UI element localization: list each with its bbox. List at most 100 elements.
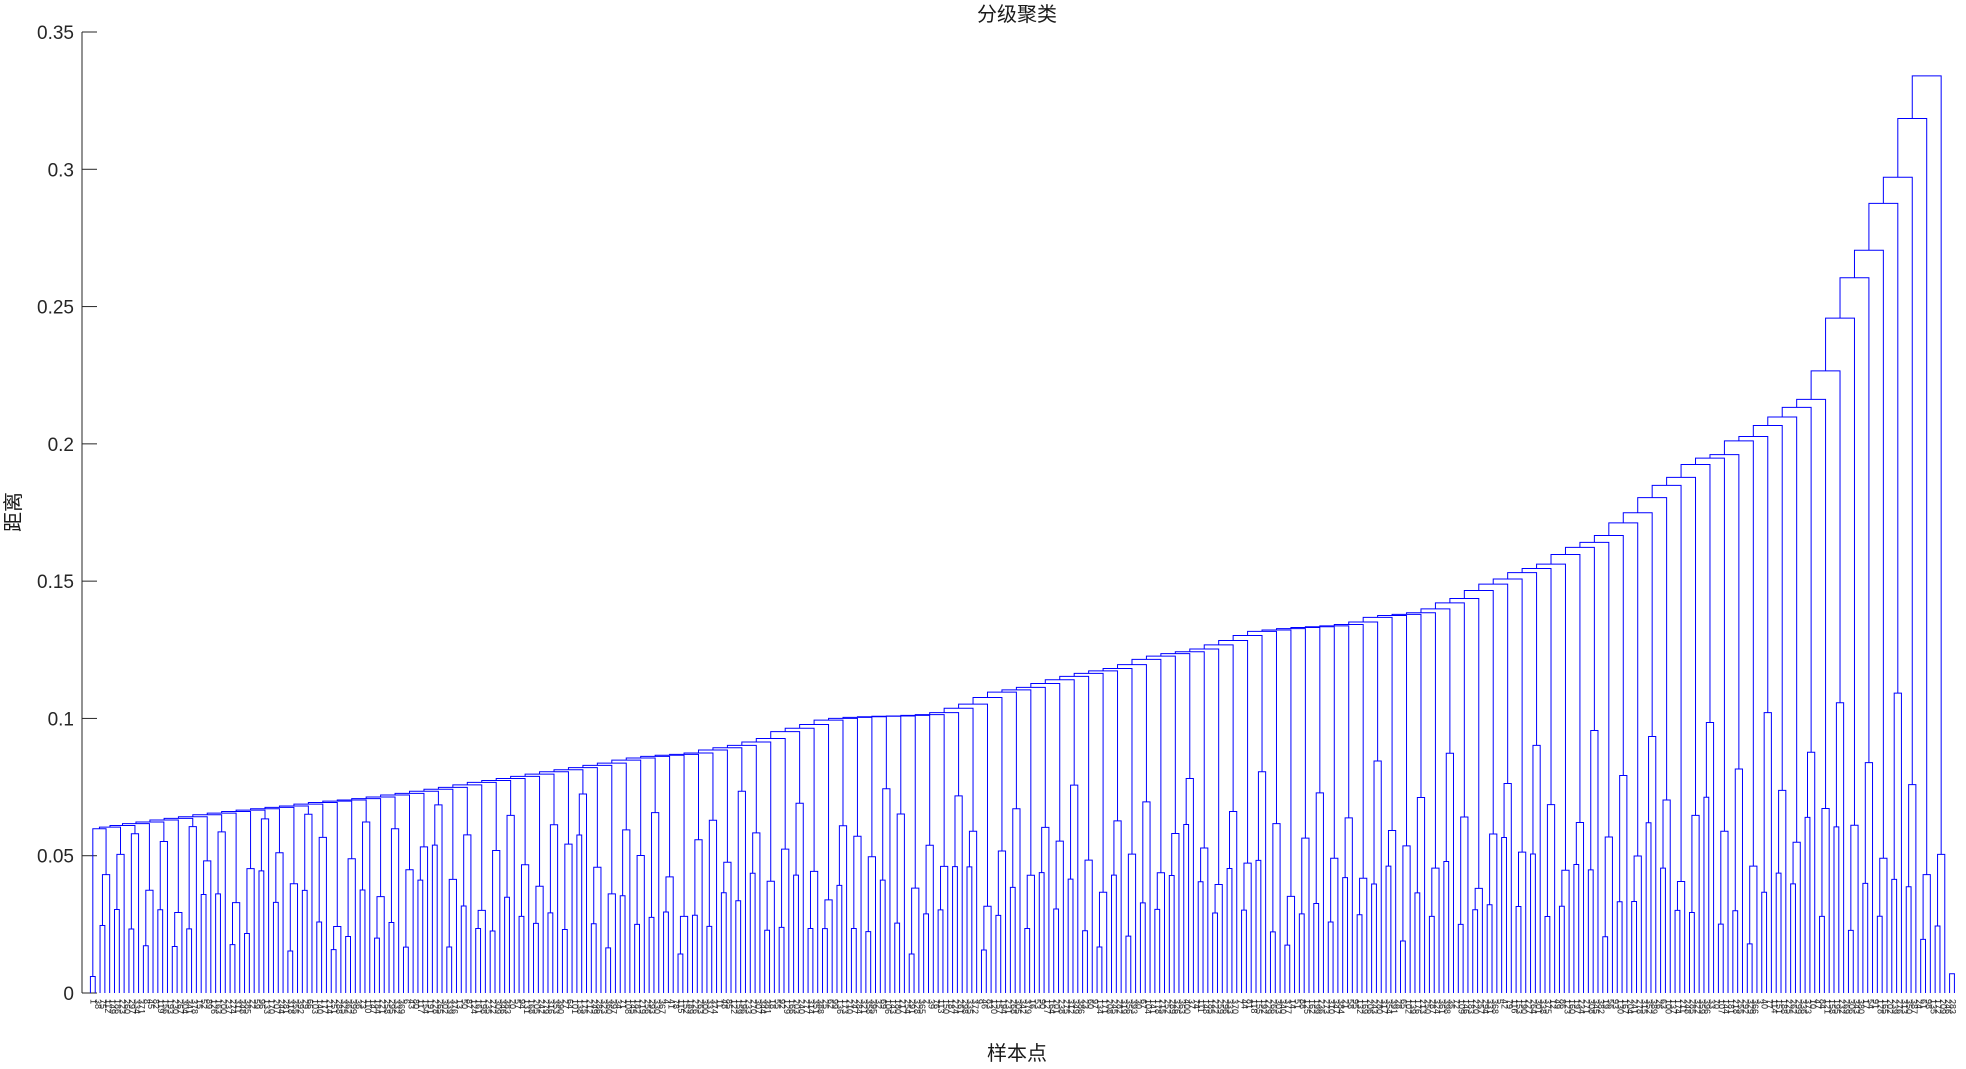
leaf-label: 161 (474, 999, 484, 1014)
dendrogram-link (1876, 915, 1883, 993)
leaf-label: 383 (503, 999, 513, 1014)
leaf-label: 311 (233, 999, 243, 1013)
leaf-label: 130 (1615, 999, 1625, 1014)
leaf-label: 28 (1394, 999, 1404, 1009)
leaf-label: 53 (1032, 999, 1042, 1009)
dendrogram-link (1098, 891, 1108, 993)
leaf-label: 382 (1596, 999, 1606, 1014)
dendrogram-link (822, 928, 828, 993)
dendrogram-link (622, 829, 631, 993)
dendrogram-link (564, 843, 573, 993)
dendrogram-link (1587, 869, 1594, 993)
leaf-label: 344 (758, 999, 768, 1014)
leaf-label: 223 (117, 999, 127, 1014)
leaf-label: 44 (1240, 999, 1250, 1009)
leaf-label: 178 (1153, 999, 1163, 1014)
dendrogram-link (113, 908, 120, 993)
dendrogram-link (1734, 768, 1743, 993)
leaf-label: 385 (243, 999, 253, 1014)
dendrogram-link (1428, 915, 1435, 993)
y-tick-label: 0.15 (37, 572, 74, 593)
leaf-label: 271 (1582, 999, 1592, 1014)
leaf-label: 397 (609, 999, 619, 1014)
dendrogram-link (98, 826, 122, 855)
dendrogram-link (1616, 901, 1623, 993)
dendrogram-link (720, 892, 727, 993)
dendrogram-link (376, 896, 385, 993)
dendrogram-link (1879, 857, 1888, 993)
leaf-label: 299 (1794, 999, 1804, 1014)
leaf-label: 231 (1004, 999, 1014, 1014)
leaf-label: 160 (1567, 999, 1577, 1014)
dendrogram-link (142, 945, 149, 993)
dendrogram-link (1949, 973, 1955, 993)
leaf-label: 360 (604, 999, 614, 1014)
dendrogram-link (735, 900, 742, 993)
dendrogram-link (576, 834, 583, 993)
leaf-label: 245 (1110, 999, 1120, 1014)
leaf-label: 90 (1037, 999, 1047, 1009)
leaf-label: 212 (585, 999, 595, 1014)
dendrogram-link (1185, 778, 1194, 993)
leaf-label: 136 (835, 999, 845, 1014)
dendrogram-link (809, 870, 819, 993)
leaf-label: 70 (1712, 999, 1722, 1009)
leaf-label: 350 (1904, 999, 1914, 1014)
leaf-label: 128 (1875, 999, 1885, 1014)
leaf-label: 228 (430, 999, 440, 1014)
leaf-label: 91 (1871, 999, 1881, 1009)
dendrogram-link (1229, 811, 1238, 993)
dendrogram-link (174, 912, 183, 993)
leaf-label: 57 (512, 999, 522, 1009)
leaf-label: 181 (1726, 999, 1736, 1014)
dendrogram-link (793, 874, 799, 993)
leaf-label: 207 (271, 999, 281, 1014)
leaf-label: 334 (132, 999, 142, 1014)
dendrogram-link (448, 878, 457, 993)
leaf-label: 24 (1914, 999, 1924, 1009)
leaf-label: 63 (1659, 999, 1669, 1009)
leaf-label: 256 (642, 999, 652, 1014)
dendrogram-link (1911, 75, 1942, 855)
leaf-label: 69 (878, 999, 888, 1009)
leaf-label: 287 (1427, 999, 1437, 1014)
leaf-label: 193 (166, 999, 176, 1014)
y-tick-label: 0.05 (37, 847, 74, 868)
dendrogram-link (229, 944, 236, 993)
leaf-label: 180 (893, 999, 903, 1014)
dendrogram-link (1359, 877, 1368, 993)
leaf-label: 148 (1201, 999, 1211, 1014)
dendrogram-link (836, 884, 843, 993)
leaf-label: 171 (1100, 999, 1110, 1014)
leaf-label: 137 (1668, 999, 1678, 1014)
dendrogram-link (1503, 783, 1512, 993)
leaf-label: 85 (724, 999, 734, 1009)
leaf-label: 337 (705, 999, 715, 1014)
dendrogram-link (1937, 853, 1946, 993)
leaf-label: 340 (1278, 999, 1288, 1014)
y-tick-label: 0.3 (48, 160, 74, 181)
leaf-label: 244 (276, 999, 286, 1014)
leaf-label: 43 (406, 999, 416, 1009)
leaf-label: 238 (1057, 999, 1067, 1014)
leaf-label: 114 (1769, 999, 1779, 1013)
leaf-label: 140 (315, 999, 325, 1014)
dendrogram-link (1096, 946, 1103, 993)
leaf-label: 134 (1095, 999, 1105, 1014)
leaf-label: 389 (1649, 999, 1659, 1014)
dendrogram-link (677, 953, 684, 993)
dendrogram-link (1619, 775, 1628, 993)
leaf-label: 252 (1163, 999, 1173, 1014)
leaf-label: 280 (1374, 999, 1384, 1014)
leaf-label: 149 (108, 999, 118, 1014)
dendrogram-link (159, 840, 168, 993)
dendrogram-link (1298, 913, 1305, 993)
leaf-label: 141 (1148, 999, 1158, 1014)
dendrogram-link (1602, 936, 1609, 993)
dendrogram-link (1385, 865, 1392, 993)
dendrogram-link (1717, 923, 1724, 993)
dendrogram-link (997, 850, 1007, 993)
dendrogram-link (1645, 822, 1652, 993)
dendrogram-link (665, 876, 674, 993)
dendrogram-link (1460, 816, 1469, 993)
